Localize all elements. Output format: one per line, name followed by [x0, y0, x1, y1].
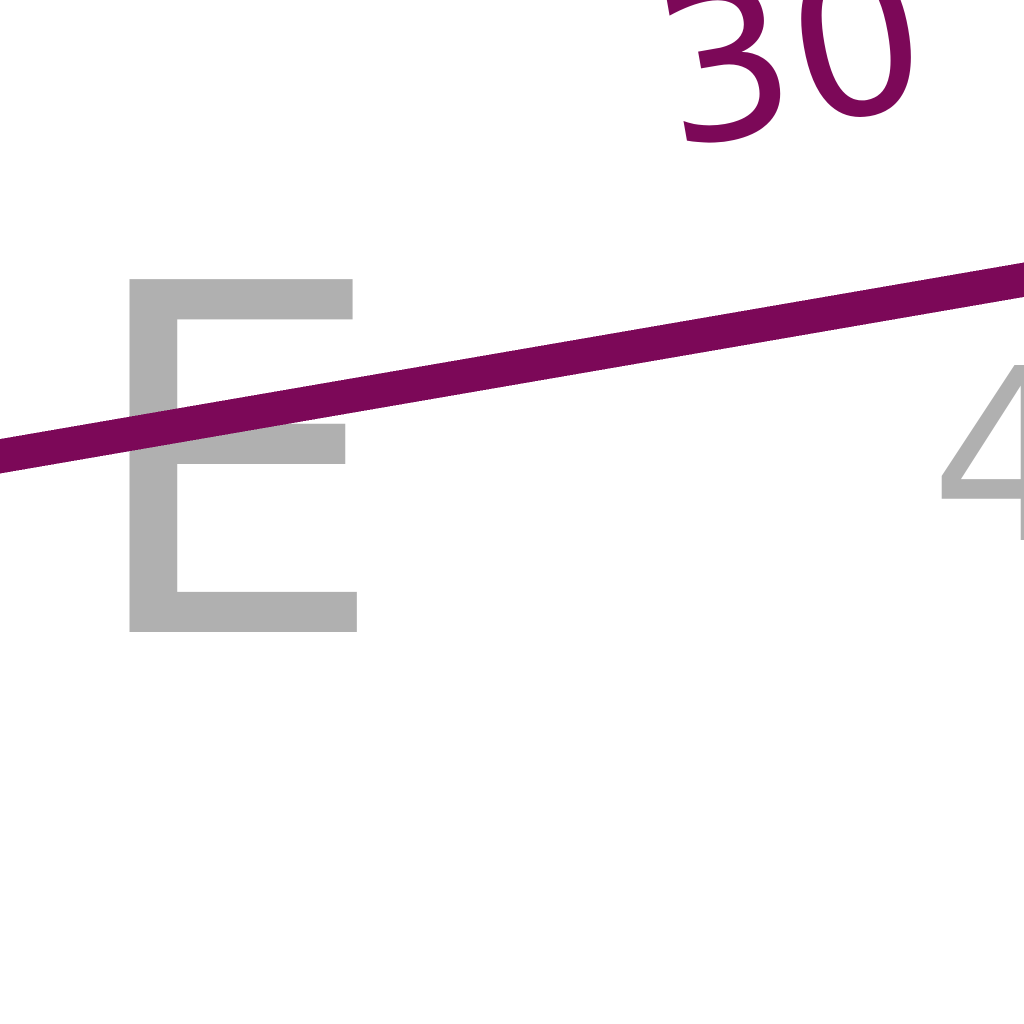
area-letter-label: E: [82, 184, 388, 747]
partial-number-label: 4: [930, 317, 1024, 597]
road-line[interactable]: [0, 262, 1024, 474]
route-number-label: 30: [638, 0, 944, 197]
